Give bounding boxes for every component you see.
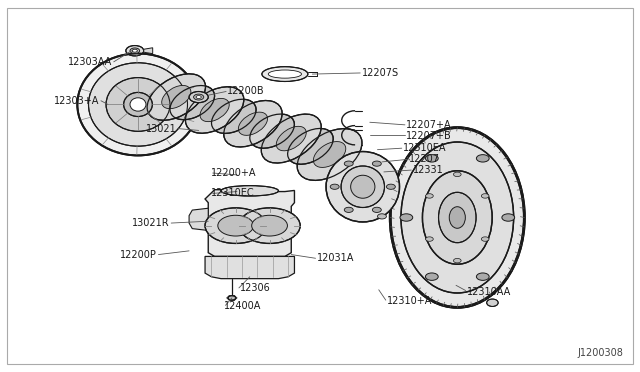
- Circle shape: [252, 215, 287, 236]
- Text: 12400A: 12400A: [224, 301, 262, 311]
- Ellipse shape: [401, 142, 514, 293]
- Text: 12331: 12331: [413, 165, 444, 175]
- Text: 12303+A: 12303+A: [54, 96, 100, 106]
- Ellipse shape: [186, 87, 244, 133]
- Ellipse shape: [147, 74, 205, 120]
- Ellipse shape: [196, 96, 201, 99]
- Circle shape: [476, 273, 489, 280]
- Polygon shape: [144, 48, 153, 54]
- Ellipse shape: [262, 67, 308, 81]
- Circle shape: [454, 172, 461, 177]
- Circle shape: [372, 161, 381, 166]
- Ellipse shape: [390, 128, 524, 307]
- Ellipse shape: [224, 100, 282, 147]
- Ellipse shape: [77, 54, 198, 155]
- Circle shape: [344, 161, 353, 166]
- Polygon shape: [205, 256, 294, 279]
- Text: 12207+B: 12207+B: [406, 131, 452, 141]
- Text: 12310EA: 12310EA: [403, 143, 447, 153]
- Ellipse shape: [200, 99, 229, 122]
- Ellipse shape: [88, 63, 188, 146]
- Circle shape: [454, 259, 461, 263]
- Ellipse shape: [449, 207, 465, 228]
- Circle shape: [372, 207, 381, 212]
- Ellipse shape: [221, 186, 278, 196]
- Text: 12200+A: 12200+A: [211, 168, 257, 178]
- Text: 12303AA: 12303AA: [68, 57, 113, 67]
- Text: 12310+A: 12310+A: [387, 296, 433, 306]
- Ellipse shape: [170, 86, 214, 120]
- Text: 12207S: 12207S: [362, 68, 399, 78]
- Ellipse shape: [250, 114, 294, 148]
- Ellipse shape: [276, 126, 306, 151]
- Text: 12207+A: 12207+A: [406, 120, 452, 130]
- Ellipse shape: [261, 114, 321, 163]
- Ellipse shape: [211, 99, 256, 134]
- Text: 13021R: 13021R: [132, 218, 170, 228]
- Ellipse shape: [132, 49, 138, 52]
- Ellipse shape: [189, 92, 208, 103]
- Circle shape: [481, 237, 489, 241]
- Circle shape: [400, 214, 413, 221]
- Ellipse shape: [106, 78, 170, 131]
- Ellipse shape: [314, 142, 346, 167]
- Ellipse shape: [326, 151, 399, 222]
- Circle shape: [378, 214, 387, 219]
- Ellipse shape: [130, 48, 140, 54]
- Circle shape: [387, 184, 396, 189]
- Text: J1200308: J1200308: [577, 348, 623, 358]
- Circle shape: [218, 215, 253, 236]
- Ellipse shape: [351, 175, 375, 198]
- Text: 12200P: 12200P: [120, 250, 157, 260]
- Circle shape: [426, 155, 438, 162]
- Text: 12031A: 12031A: [317, 253, 354, 263]
- Circle shape: [344, 207, 353, 212]
- Text: 12207: 12207: [410, 154, 440, 164]
- Ellipse shape: [228, 296, 236, 300]
- Polygon shape: [189, 208, 208, 231]
- Circle shape: [476, 155, 489, 162]
- Ellipse shape: [341, 166, 385, 208]
- Circle shape: [481, 194, 489, 198]
- Ellipse shape: [124, 92, 152, 116]
- Ellipse shape: [126, 45, 144, 56]
- Text: 12310AA: 12310AA: [467, 286, 511, 296]
- Circle shape: [426, 237, 433, 241]
- Text: 12306: 12306: [240, 283, 271, 293]
- Ellipse shape: [297, 129, 362, 180]
- Ellipse shape: [422, 171, 492, 264]
- Circle shape: [426, 273, 438, 280]
- Ellipse shape: [486, 299, 498, 307]
- Ellipse shape: [193, 94, 204, 100]
- Ellipse shape: [268, 70, 301, 78]
- Circle shape: [205, 208, 266, 243]
- Polygon shape: [205, 190, 294, 256]
- Circle shape: [330, 184, 339, 189]
- Text: 13021: 13021: [145, 124, 176, 134]
- Ellipse shape: [130, 98, 146, 111]
- Ellipse shape: [238, 112, 268, 135]
- Circle shape: [426, 194, 433, 198]
- Circle shape: [239, 208, 300, 243]
- Ellipse shape: [438, 192, 476, 243]
- Ellipse shape: [162, 86, 191, 109]
- Circle shape: [502, 214, 515, 221]
- Text: 12310EC: 12310EC: [211, 188, 255, 198]
- Ellipse shape: [287, 128, 333, 164]
- Text: 12200B: 12200B: [227, 87, 265, 96]
